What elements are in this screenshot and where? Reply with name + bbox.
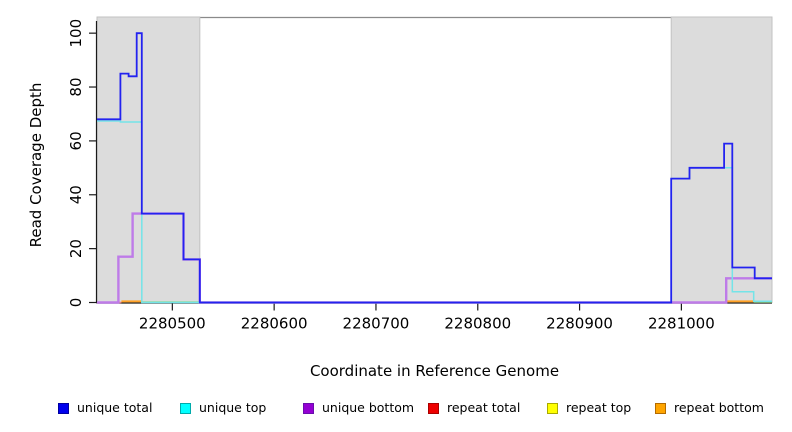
x-tick-label: 2280500: [139, 315, 206, 333]
repeat-region-right: [670, 16, 773, 303]
x-tick-label: 2280700: [343, 315, 410, 333]
x-axis-title: Coordinate in Reference Genome: [309, 362, 560, 380]
legend-swatch-repeat-total: [428, 402, 439, 414]
legend-label: unique top: [199, 400, 267, 415]
x-tick-label: 2280900: [546, 315, 613, 333]
legend-item-repeat-bottom: repeat bottom: [655, 398, 764, 418]
legend-swatch-repeat-bottom: [655, 402, 666, 414]
x-tick-label: 2280600: [241, 315, 308, 333]
legend-label: unique total: [77, 400, 153, 415]
y-tick-label: 0: [67, 298, 85, 308]
y-axis-title: Read Coverage Depth: [27, 82, 45, 248]
legend-item-unique-total: unique total: [58, 398, 152, 418]
legend-swatch-unique-bottom: [303, 402, 314, 414]
legend-swatch-repeat-top: [547, 402, 558, 414]
legend: unique total unique top unique bottom repea…: [0, 398, 792, 422]
legend-label: repeat top: [566, 400, 632, 415]
x-tick-label: 2281000: [648, 315, 715, 333]
legend-label: repeat total: [447, 400, 521, 415]
x-tick-label: 2280800: [444, 315, 511, 333]
legend-swatch-unique-top: [180, 402, 191, 414]
legend-swatch-unique-total: [58, 402, 69, 414]
y-tick-label: 20: [67, 239, 85, 258]
legend-label: unique bottom: [322, 400, 415, 415]
y-tick-label: 100: [67, 19, 85, 48]
legend-item-unique-bottom: unique bottom: [303, 398, 414, 418]
y-tick-label: 80: [67, 77, 85, 96]
legend-item-unique-top: unique top: [180, 398, 266, 418]
y-tick-label: 60: [67, 131, 85, 150]
legend-label: repeat bottom: [674, 400, 764, 415]
legend-item-repeat-total: repeat total: [428, 398, 520, 418]
legend-item-repeat-top: repeat top: [547, 398, 631, 418]
y-tick-label: 40: [67, 185, 85, 204]
series-unique-total: [97, 32, 772, 304]
